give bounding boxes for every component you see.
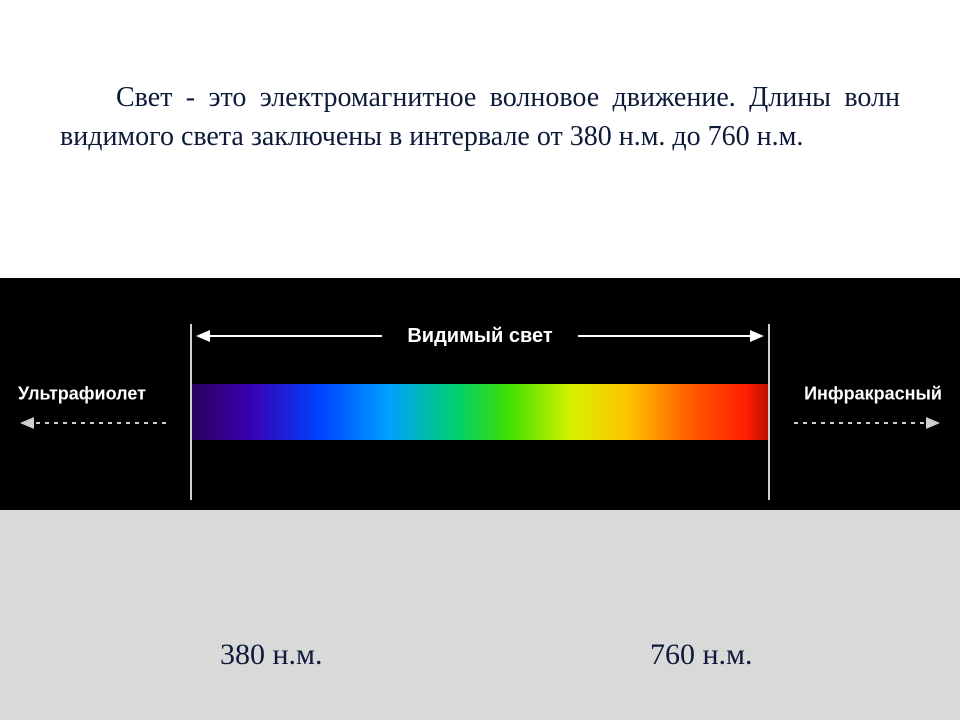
ir-label: Инфракрасный <box>804 384 942 405</box>
uv-arrow-icon <box>18 413 168 433</box>
intro-paragraph: Свет - это электромагнитное волновое дви… <box>60 78 900 156</box>
visible-light-label: Видимый свет <box>190 324 770 348</box>
footer-band: 380 н.м. 760 н.м. <box>0 510 960 720</box>
svg-text:Видимый свет: Видимый свет <box>407 325 552 347</box>
uv-label: Ультрафиолет <box>18 384 146 405</box>
slide: Свет - это электромагнитное волновое дви… <box>0 0 960 720</box>
min-wavelength-label: 380 н.м. <box>220 638 323 672</box>
boundary-line-right <box>768 324 770 500</box>
spectrum-gradient <box>192 384 768 440</box>
visible-spectrum: Видимый свет <box>190 346 770 478</box>
spectrum-diagram: Ультрафиолет Инфракрасный Видимый свет <box>0 278 960 510</box>
max-wavelength-label: 760 н.м. <box>650 638 753 672</box>
ir-arrow-icon <box>792 413 942 433</box>
